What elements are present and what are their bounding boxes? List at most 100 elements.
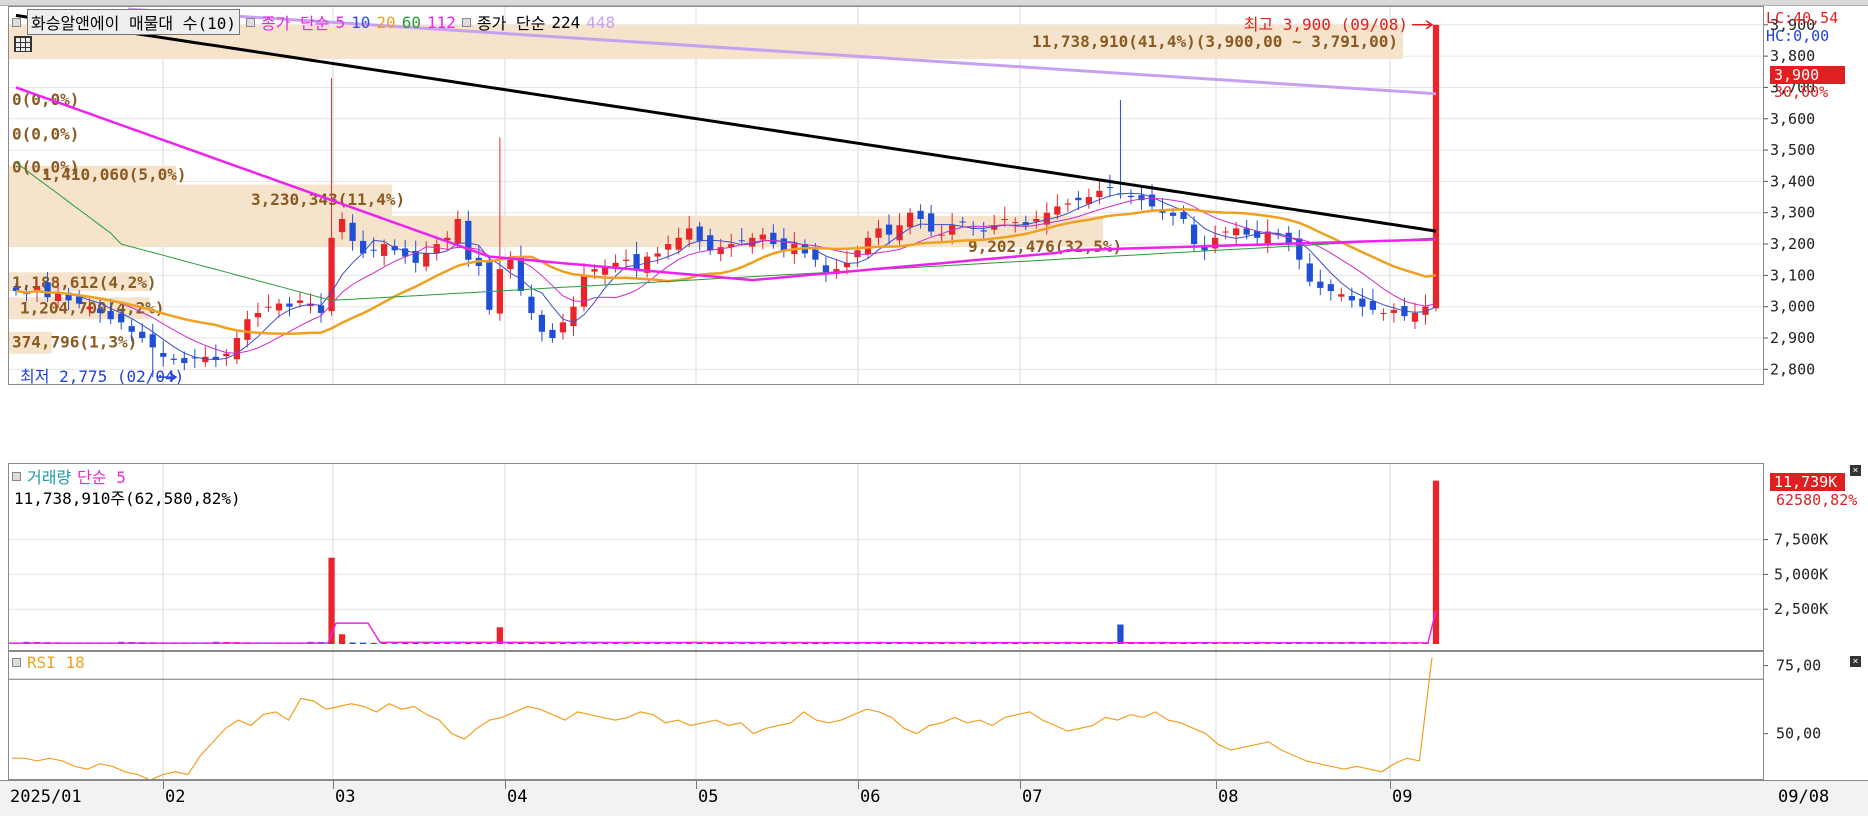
candle-body <box>559 322 567 333</box>
volume-axis-label: 2,500K <box>1774 600 1828 618</box>
x-axis-month-label: 08 <box>1218 787 1239 807</box>
volume-bar <box>949 642 956 644</box>
candle-body <box>338 218 346 233</box>
x-axis-right-label: 09/08 <box>1778 787 1830 807</box>
candle-body <box>707 235 714 251</box>
price-chart[interactable]: 11,738,910(41,4%)(3,900,00 ~ 3,791,00) 0(… <box>8 6 1763 386</box>
legend-box-icon[interactable] <box>461 17 471 27</box>
candle-body <box>1012 222 1019 224</box>
volume-bar <box>633 642 640 644</box>
candle-body <box>12 287 20 292</box>
x-axis-month-label: 06 <box>860 787 881 807</box>
volume-profile-bar <box>8 272 150 292</box>
volume-bar <box>959 643 966 644</box>
close-panel-icon[interactable]: × <box>1850 656 1861 667</box>
volume-bar <box>1043 642 1050 644</box>
candle-body <box>665 244 672 250</box>
low-annotation: 최저 2,775 (02/04) <box>20 367 184 386</box>
volume-legend-ma: 단순 5 <box>77 468 126 487</box>
candle-body <box>507 259 514 270</box>
rsi-frame <box>8 651 1764 780</box>
current-pct-label: 30,00% <box>1774 83 1829 101</box>
volume-frame <box>8 463 1764 651</box>
candle-body <box>1327 284 1334 292</box>
candle-body <box>223 353 230 357</box>
candle-body <box>1190 224 1198 245</box>
volume-panel[interactable]: 거래량 단순 5 11,738,910주(62,580,82%) <box>8 463 1763 650</box>
calendar-icon[interactable] <box>14 36 32 52</box>
legend-box-icon[interactable] <box>12 17 21 27</box>
price-axis-label: 2,800 <box>1770 360 1815 378</box>
volume-bar <box>486 643 493 644</box>
price-axis: 3,900 3,800 3,700 3,600 3,500 3,400 3,300 3,200… <box>1763 6 1868 385</box>
candle-body <box>843 262 851 268</box>
volume-bar <box>833 642 840 644</box>
candle-body <box>717 247 724 255</box>
candle-body <box>1043 212 1050 225</box>
volume-bar <box>559 642 567 644</box>
volume-bar <box>1243 643 1250 644</box>
candle-body <box>233 338 241 360</box>
x-axis-month-label: 02 <box>165 787 186 807</box>
candle-body <box>44 282 51 298</box>
candle-body <box>75 296 83 304</box>
x-axis-separator <box>696 781 697 789</box>
volume-legend: 거래량 단순 5 <box>12 464 126 488</box>
candle-body <box>1054 206 1061 215</box>
x-axis-separator <box>858 781 859 789</box>
candle-body <box>580 275 588 307</box>
candle-body <box>1033 218 1040 222</box>
volume-chart[interactable] <box>8 463 1763 650</box>
volume-bar <box>549 642 556 644</box>
legend-box-icon[interactable] <box>246 17 255 27</box>
candle-body <box>1359 298 1366 307</box>
volume-bar <box>759 642 766 644</box>
candle-body <box>1264 231 1271 244</box>
candle-body <box>1317 281 1324 288</box>
candle-body <box>265 306 272 308</box>
candle-body <box>601 265 609 275</box>
ma224-period: 224 <box>551 12 581 32</box>
candle-body <box>454 218 461 244</box>
ma60-period: 60 <box>401 12 421 32</box>
legend-box-icon[interactable] <box>12 471 21 481</box>
ma448-period: 448 <box>586 12 616 32</box>
candle-body <box>1064 203 1071 205</box>
volume-bar <box>328 557 335 644</box>
candle-body <box>286 303 293 307</box>
ma112-line <box>15 86 1437 282</box>
volume-bar <box>665 642 672 644</box>
candle-body <box>1233 228 1240 236</box>
x-axis-month-label: 03 <box>335 787 356 807</box>
candle-body <box>528 296 535 313</box>
price-axis-label: 3,400 <box>1770 172 1815 190</box>
volume-bar <box>496 627 503 644</box>
legend-box-icon[interactable] <box>12 658 21 667</box>
candle-body <box>412 250 419 263</box>
close-panel-icon[interactable]: × <box>1850 465 1861 476</box>
price-panel[interactable]: 11,738,910(41,4%)(3,900,00 ~ 3,791,00) 0(… <box>8 6 1763 386</box>
volume-legend-title: 거래량 <box>27 468 72 487</box>
candle-body <box>1106 187 1114 189</box>
volume-ma-line <box>8 610 1437 644</box>
volume-bar <box>854 642 861 644</box>
candle-body <box>254 312 262 318</box>
x-axis-month-label: 05 <box>698 787 719 807</box>
volume-bar <box>475 642 482 644</box>
rsi-axis-label: 75,00 <box>1776 657 1821 675</box>
volume-badge-sub: 62580,82% <box>1776 491 1858 509</box>
candle-body <box>118 313 125 323</box>
price-axis-label: 3,200 <box>1770 235 1815 253</box>
x-axis-separator <box>333 781 334 789</box>
price-axis-ticks: 3,9003,8003,7003,6003,5003,4003,3003,200… <box>1764 16 1815 378</box>
stock-name-label[interactable]: 화승알앤에이 매물대 수(10) <box>27 9 240 35</box>
candle-body <box>1075 197 1082 201</box>
candle-body <box>612 262 619 268</box>
candle-body <box>759 234 766 240</box>
candle-body <box>570 306 577 327</box>
candle-body <box>770 232 777 245</box>
candle-body <box>643 256 651 273</box>
candle-body <box>1296 238 1303 260</box>
candle-body <box>1432 24 1440 309</box>
low-arrow <box>158 372 178 382</box>
